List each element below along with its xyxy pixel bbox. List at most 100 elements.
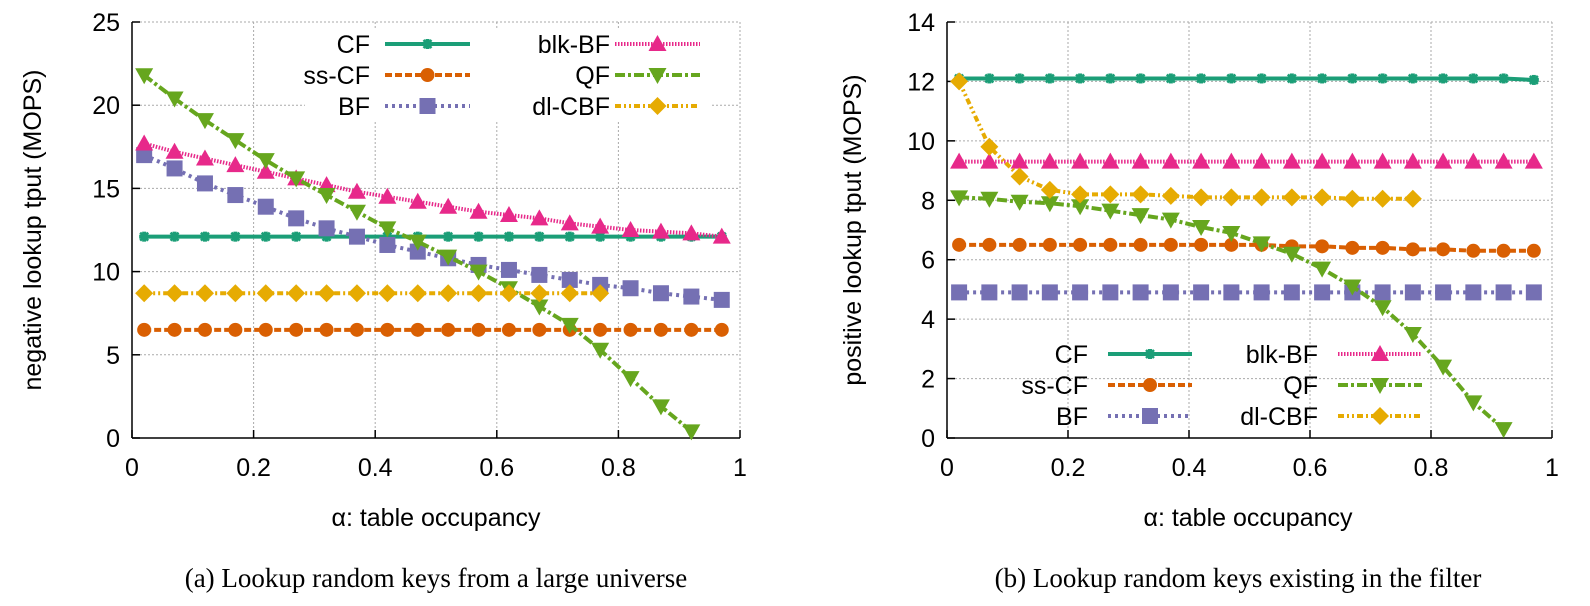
data-point bbox=[443, 231, 454, 242]
x-tick-label: 1 bbox=[1545, 454, 1559, 482]
data-point bbox=[1102, 284, 1119, 301]
y-tick-label: 15 bbox=[92, 175, 120, 203]
data-point bbox=[1161, 186, 1180, 205]
y-tick-label: 2 bbox=[921, 366, 935, 394]
x-tick-label: 0 bbox=[125, 454, 139, 482]
data-point bbox=[530, 284, 549, 303]
data-point bbox=[1165, 73, 1176, 84]
data-point bbox=[1163, 237, 1178, 252]
legend-label: BF bbox=[338, 93, 370, 121]
data-point bbox=[621, 371, 640, 388]
legend-marker bbox=[1371, 407, 1389, 425]
data-point bbox=[1464, 152, 1483, 169]
legend-item-qf: QF bbox=[575, 62, 700, 90]
data-point bbox=[256, 162, 275, 179]
data-point bbox=[199, 231, 210, 242]
series-dl-cbf bbox=[135, 284, 610, 303]
data-point bbox=[534, 231, 545, 242]
data-point bbox=[287, 284, 306, 303]
data-point bbox=[1315, 239, 1330, 254]
data-point bbox=[1040, 180, 1059, 199]
data-point bbox=[1317, 73, 1328, 84]
data-point bbox=[714, 322, 729, 337]
data-point bbox=[196, 175, 213, 192]
data-point bbox=[1256, 73, 1267, 84]
data-point bbox=[166, 160, 183, 177]
legend-label: blk-BF bbox=[1246, 341, 1318, 369]
data-point bbox=[1343, 152, 1362, 169]
data-point bbox=[622, 280, 639, 297]
data-point bbox=[1222, 225, 1241, 242]
figure-caption: (a) Lookup random keys from a large univ… bbox=[185, 563, 688, 593]
data-point bbox=[317, 188, 336, 205]
series-bf bbox=[136, 147, 730, 308]
data-point bbox=[1101, 203, 1120, 220]
data-point bbox=[226, 156, 245, 173]
legend-label: QF bbox=[1283, 372, 1318, 400]
data-point bbox=[135, 68, 154, 85]
data-point bbox=[135, 134, 154, 151]
data-point bbox=[439, 284, 458, 303]
data-point bbox=[1468, 73, 1479, 84]
data-point bbox=[531, 266, 548, 283]
data-point bbox=[1161, 212, 1180, 229]
legend-item-ss-cf: ss-CF bbox=[1021, 372, 1192, 400]
data-point bbox=[1343, 279, 1362, 296]
data-point bbox=[195, 149, 214, 166]
data-point bbox=[469, 202, 488, 219]
data-point bbox=[1253, 284, 1270, 301]
data-point bbox=[1404, 284, 1421, 301]
legend: CF ss-CF BF blk-BF QF dl-CBF bbox=[303, 28, 710, 121]
legend-marker bbox=[1371, 345, 1389, 361]
data-point bbox=[258, 322, 273, 337]
data-point bbox=[653, 322, 668, 337]
data-point bbox=[319, 322, 334, 337]
data-point bbox=[1075, 73, 1086, 84]
data-point bbox=[1101, 152, 1120, 169]
data-point bbox=[1496, 243, 1511, 258]
data-point bbox=[230, 231, 241, 242]
data-point bbox=[1526, 243, 1541, 258]
series-line bbox=[959, 76, 1534, 82]
data-point bbox=[165, 284, 184, 303]
data-point bbox=[1101, 185, 1120, 204]
data-point bbox=[167, 322, 182, 337]
legend-item-cf: CF bbox=[1055, 341, 1192, 369]
data-point bbox=[1313, 152, 1332, 169]
data-point bbox=[561, 271, 578, 288]
data-point bbox=[591, 284, 610, 303]
series-cf bbox=[954, 73, 1539, 85]
legend-label: blk-BF bbox=[538, 31, 610, 59]
data-point bbox=[683, 288, 700, 305]
y-axis-label: positive lookup tput (MOPS) bbox=[839, 74, 867, 385]
data-point bbox=[1282, 246, 1301, 263]
series-ss-cf bbox=[137, 322, 729, 337]
data-point bbox=[137, 322, 152, 337]
data-point bbox=[621, 221, 640, 237]
data-point bbox=[1071, 185, 1090, 204]
data-point bbox=[1012, 237, 1027, 252]
legend-item-qf: QF bbox=[1283, 372, 1422, 400]
legend-label: CF bbox=[337, 31, 370, 59]
data-point bbox=[1434, 152, 1453, 169]
data-point bbox=[1222, 188, 1241, 207]
x-tick-label: 0.2 bbox=[236, 454, 271, 482]
data-point bbox=[1494, 422, 1513, 439]
data-point bbox=[378, 187, 397, 204]
data-point bbox=[1044, 73, 1055, 84]
y-tick-label: 25 bbox=[92, 9, 120, 37]
data-point bbox=[1314, 284, 1331, 301]
x-tick-label: 0.6 bbox=[479, 454, 514, 482]
data-point bbox=[591, 217, 610, 234]
data-point bbox=[623, 322, 638, 337]
data-point bbox=[499, 284, 518, 303]
data-point bbox=[500, 261, 517, 278]
legend-label: BF bbox=[1056, 403, 1088, 431]
data-point bbox=[982, 237, 997, 252]
y-tick-label: 0 bbox=[921, 425, 935, 453]
data-point bbox=[712, 227, 731, 244]
data-point bbox=[469, 264, 488, 281]
data-point bbox=[1524, 152, 1543, 169]
data-point bbox=[409, 243, 426, 260]
data-point bbox=[950, 72, 969, 91]
